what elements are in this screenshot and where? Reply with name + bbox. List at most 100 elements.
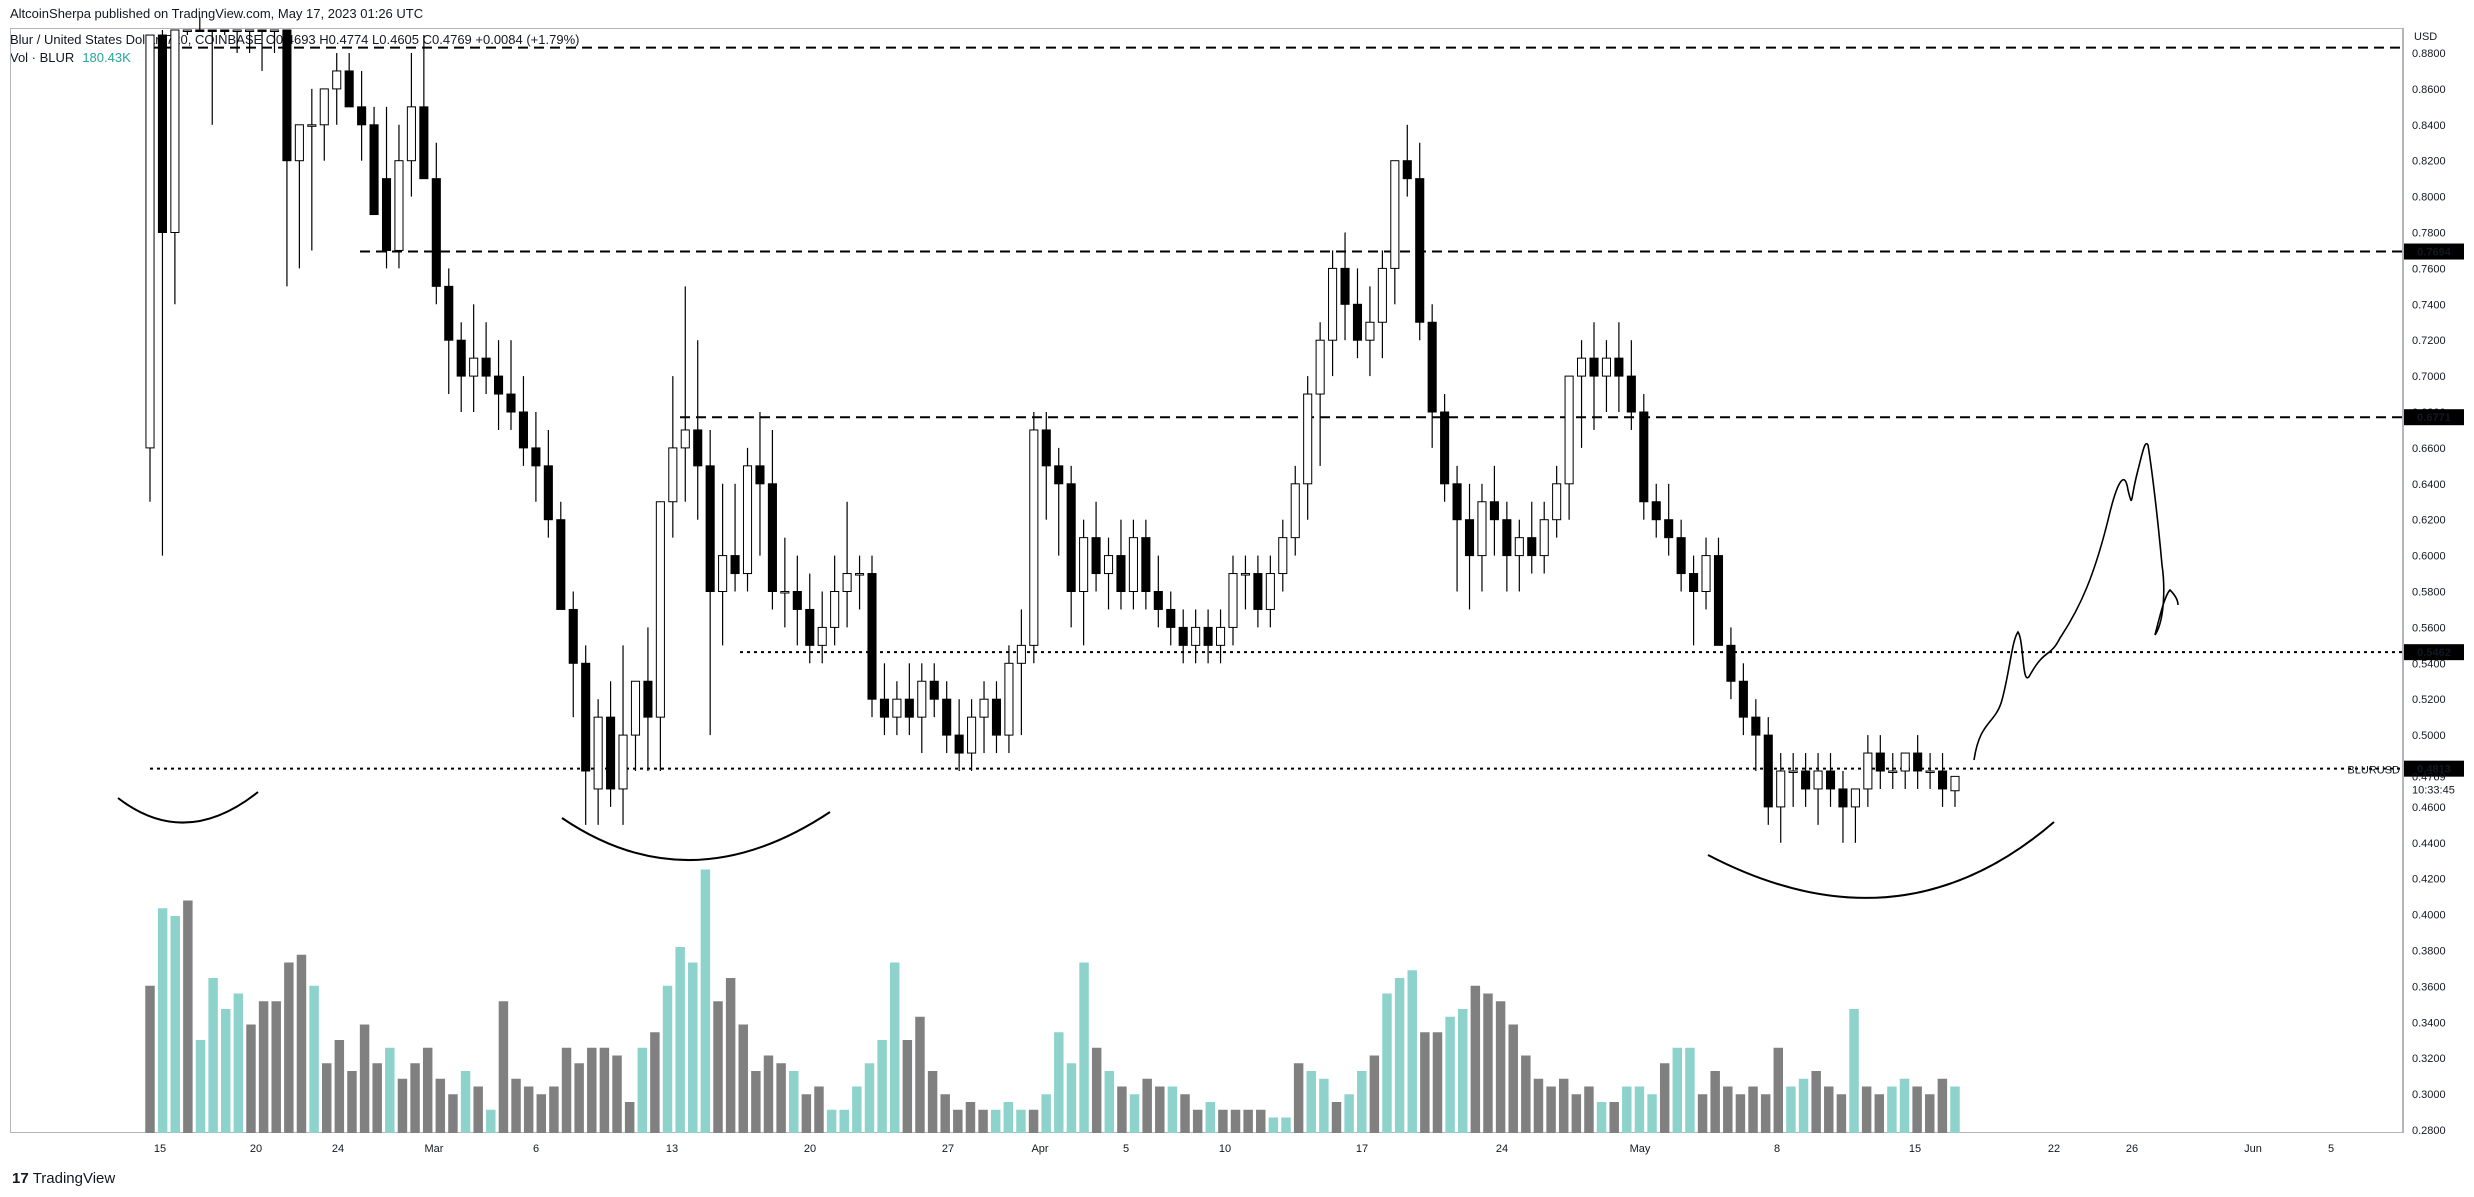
candle-body (780, 591, 790, 594)
price-tick-label: 0.5200 (2412, 694, 2446, 706)
candle-body (668, 447, 678, 503)
tradingview-wordmark: TradingView (32, 1170, 116, 1187)
last-price-symbol: BLURUSD (2347, 765, 2400, 777)
volume-bar (990, 1109, 1001, 1133)
volume-bar (763, 1055, 774, 1133)
price-tick-label: 0.7200 (2412, 335, 2446, 347)
candle-body (1825, 770, 1836, 790)
candle-body (431, 178, 441, 287)
volume-bar (208, 978, 218, 1133)
candle-body (518, 411, 528, 449)
candle-body (979, 698, 989, 718)
time-tick-label: May (1630, 1143, 1651, 1155)
tradingview-logo: 17 TradingView (12, 1170, 115, 1187)
candle-body (1153, 591, 1163, 610)
candle-body (207, 29, 217, 32)
volume-bar (599, 1047, 610, 1133)
time-tick-label: 10 (1219, 1143, 1231, 1155)
candle-body (817, 626, 827, 646)
price-axis[interactable] (2403, 28, 2473, 1133)
volume-bar (321, 1063, 332, 1133)
candle-body (444, 285, 454, 341)
price-tick-label: 0.8400 (2412, 120, 2446, 132)
volume-bar (246, 1024, 256, 1133)
volume-bar (1407, 970, 1417, 1133)
price-tick-label: 0.6400 (2412, 479, 2446, 491)
volume-bar (1432, 1032, 1443, 1133)
candle-body (1888, 770, 1898, 773)
volume-bar (1256, 1109, 1266, 1133)
price-tick-label: 0.5000 (2412, 730, 2446, 742)
time-tick-label: Mar (425, 1143, 444, 1155)
candle-body (593, 716, 603, 790)
candle-body (456, 339, 466, 377)
volume-legend: Vol · BLUR 180.43K (10, 50, 131, 65)
volume-bar (612, 1055, 622, 1133)
volume-bar (1609, 1102, 1619, 1133)
candle-body (531, 447, 541, 467)
publisher-line: AltcoinSherpa published on TradingView.c… (10, 6, 424, 21)
candle-body (1415, 178, 1425, 323)
volume-bar (1760, 1094, 1771, 1133)
candle-body (892, 698, 902, 718)
candle-body (693, 429, 703, 467)
volume-bar (157, 908, 168, 1133)
candle-body (357, 106, 367, 126)
candle-body (1900, 752, 1910, 772)
price-tick-label: 0.6200 (2412, 515, 2446, 527)
price-tick-label: 0.2800 (2412, 1125, 2446, 1137)
candle-body (1552, 483, 1562, 521)
candle-body (1427, 321, 1437, 413)
volume-bar (435, 1078, 446, 1133)
price-tick-label: 0.5800 (2412, 587, 2446, 599)
volume-bar (309, 985, 319, 1133)
candle-body (1751, 716, 1761, 736)
volume-bar (1659, 1063, 1670, 1133)
candle-body (506, 393, 516, 413)
price-tick-label: 0.7800 (2412, 228, 2446, 240)
volume-bar (233, 993, 244, 1133)
candle-body (680, 429, 690, 449)
volume-bar (1861, 1086, 1872, 1133)
volume-bar (284, 962, 294, 1133)
candle-body (1701, 555, 1711, 592)
candle-body (792, 591, 802, 610)
candle-body (1614, 357, 1624, 377)
volume-bar (1306, 1071, 1316, 1133)
price-tick-label: 0.8200 (2412, 156, 2446, 168)
volume-bar (1066, 1063, 1077, 1133)
candle-body (1489, 501, 1499, 521)
volume-bar (650, 1032, 660, 1133)
volume-bar (1382, 993, 1392, 1133)
candle-body (556, 519, 566, 610)
volume-bar (561, 1047, 572, 1133)
time-tick-label: 13 (666, 1143, 678, 1155)
volume-bar (675, 947, 685, 1133)
volume-bar (422, 1047, 433, 1133)
volume-bar (1268, 1117, 1279, 1133)
candle-body (1813, 770, 1823, 790)
candle-body (1713, 555, 1724, 646)
price-tick-label: 0.7000 (2412, 371, 2446, 383)
candle-body (1776, 770, 1786, 808)
time-tick-label: 5 (2328, 1143, 2334, 1155)
candle-body (1440, 411, 1450, 485)
volume-bar (1230, 1109, 1241, 1133)
volume-bar (1180, 1094, 1190, 1133)
annotation-arc (117, 791, 259, 824)
candle-body (344, 70, 354, 108)
time-tick-label: 22 (2048, 1143, 2060, 1155)
candle-body (381, 178, 392, 251)
volume-bar (334, 1040, 345, 1133)
volume-bar (1192, 1109, 1203, 1133)
currency-label: USD (2414, 31, 2438, 43)
time-tick-label: 20 (250, 1143, 262, 1155)
candle-body (755, 465, 765, 485)
volume-bar (145, 985, 155, 1133)
candle-body (1788, 770, 1798, 773)
volume-bar (1533, 1078, 1544, 1133)
volume-bar (751, 1071, 761, 1133)
candle-body (1253, 573, 1263, 610)
level-price-label: 0.7694 (2417, 247, 2452, 259)
candle-body (1913, 752, 1923, 772)
